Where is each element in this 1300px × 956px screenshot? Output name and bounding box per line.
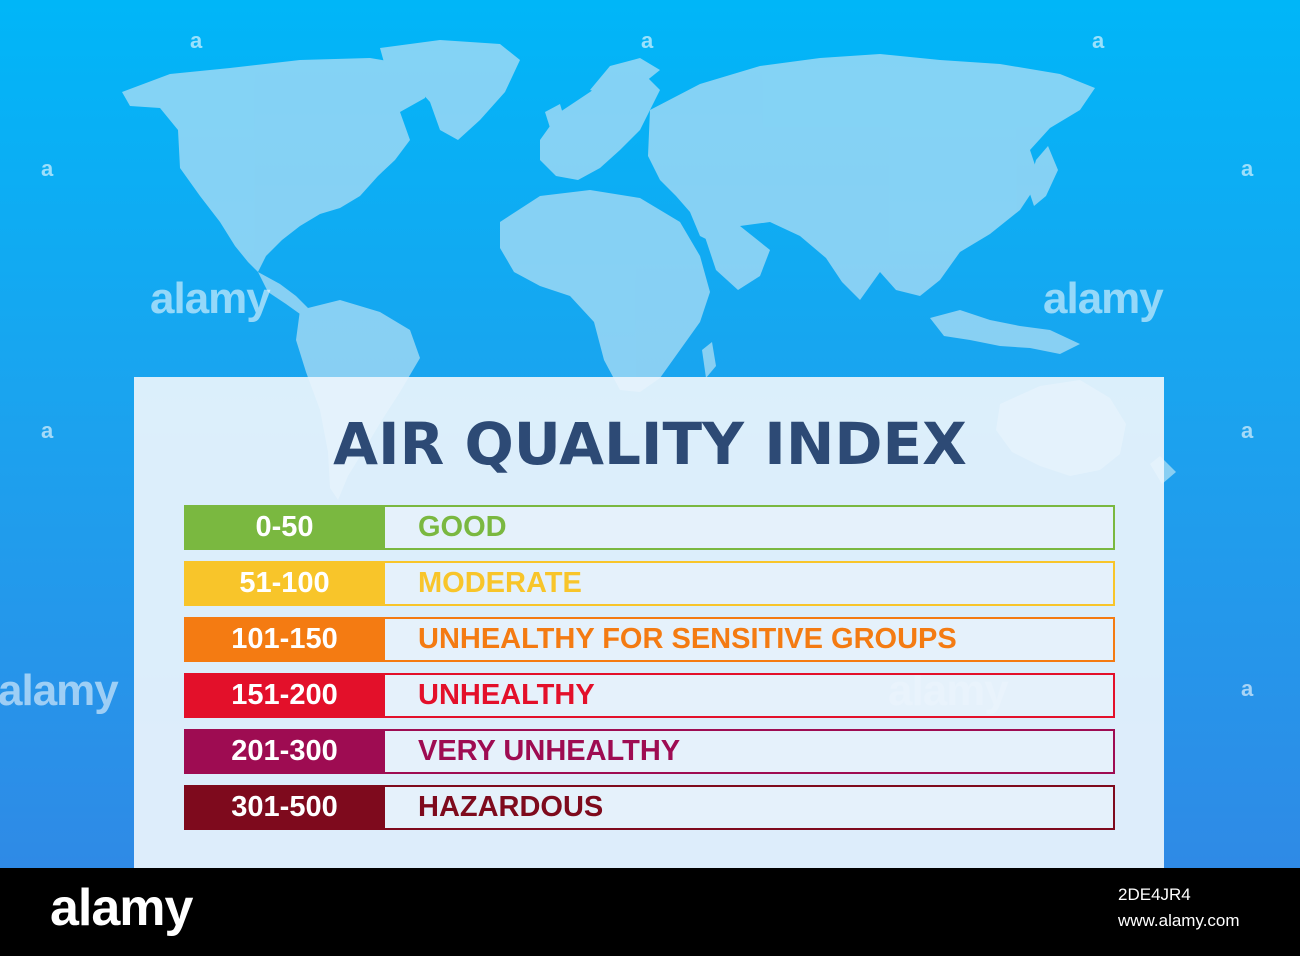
watermark-right: alamy [1043,274,1164,323]
watermark-mark-7: a [1241,418,1254,443]
footer-bar [0,868,1300,956]
aqi-label: UNHEALTHY [418,679,595,711]
watermark-mark-2: a [641,28,654,53]
aqi-label: UNHEALTHY FOR SENSITIVE GROUPS [418,623,957,655]
watermark-mark-1: a [190,28,203,53]
watermark-mark-4: a [41,156,54,181]
aqi-range: 101-150 [184,617,385,662]
watermark-left: alamy [150,274,271,323]
aqi-row: 51-100 MODERATE [184,561,1115,606]
aqi-row: 0-50 GOOD [184,505,1115,550]
background: alamy alamy alamy alamy a a a a a a a a … [0,0,1300,868]
aqi-row: 301-500 HAZARDOUS [184,785,1115,830]
aqi-label: VERY UNHEALTHY [418,735,681,767]
aqi-row: 101-150 UNHEALTHY FOR SENSITIVE GROUPS [184,617,1115,662]
footer-logo: alamy [50,879,193,937]
aqi-label: MODERATE [418,567,582,599]
footer-image-id: 2DE4JR4 [1118,885,1191,904]
watermark-mark-5: a [1241,156,1254,181]
watermark-mark-6: a [41,418,54,443]
aqi-row: 201-300 VERY UNHEALTHY [184,729,1115,774]
aqi-range: 151-200 [184,673,385,718]
footer-url: www.alamy.com [1118,911,1240,930]
aqi-range: 201-300 [184,729,385,774]
page-title: AIR QUALITY INDEX [333,410,967,478]
watermark-mark-3: a [1092,28,1105,53]
aqi-label: HAZARDOUS [418,791,604,823]
watermark-lower-left: alamy [0,666,119,715]
aqi-range: 51-100 [184,561,385,606]
aqi-range: 0-50 [184,505,385,550]
aqi-label: GOOD [418,511,507,543]
watermark-mark-8: a [1241,676,1254,701]
aqi-row: 151-200 UNHEALTHY [184,673,1115,718]
aqi-range: 301-500 [184,785,385,830]
